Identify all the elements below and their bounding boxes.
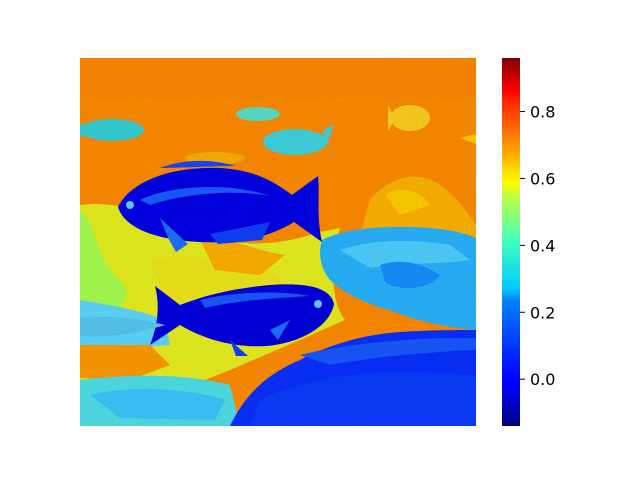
colorbar-tick-label: 0.6 — [530, 169, 555, 188]
colorbar-ticks: 0.0 0.2 0.4 0.6 0.8 — [520, 103, 555, 389]
colorbar-tick-label: 0.4 — [530, 236, 555, 255]
colorbar-gradient — [502, 58, 520, 426]
colorbar-tick-label: 0.0 — [530, 370, 555, 389]
colorbar-tick-label: 0.2 — [530, 303, 555, 322]
heatmap-image — [80, 58, 476, 426]
colorbar: 0.0 0.2 0.4 0.6 0.8 — [502, 58, 555, 426]
colorbar-tick-label: 0.8 — [530, 103, 555, 122]
